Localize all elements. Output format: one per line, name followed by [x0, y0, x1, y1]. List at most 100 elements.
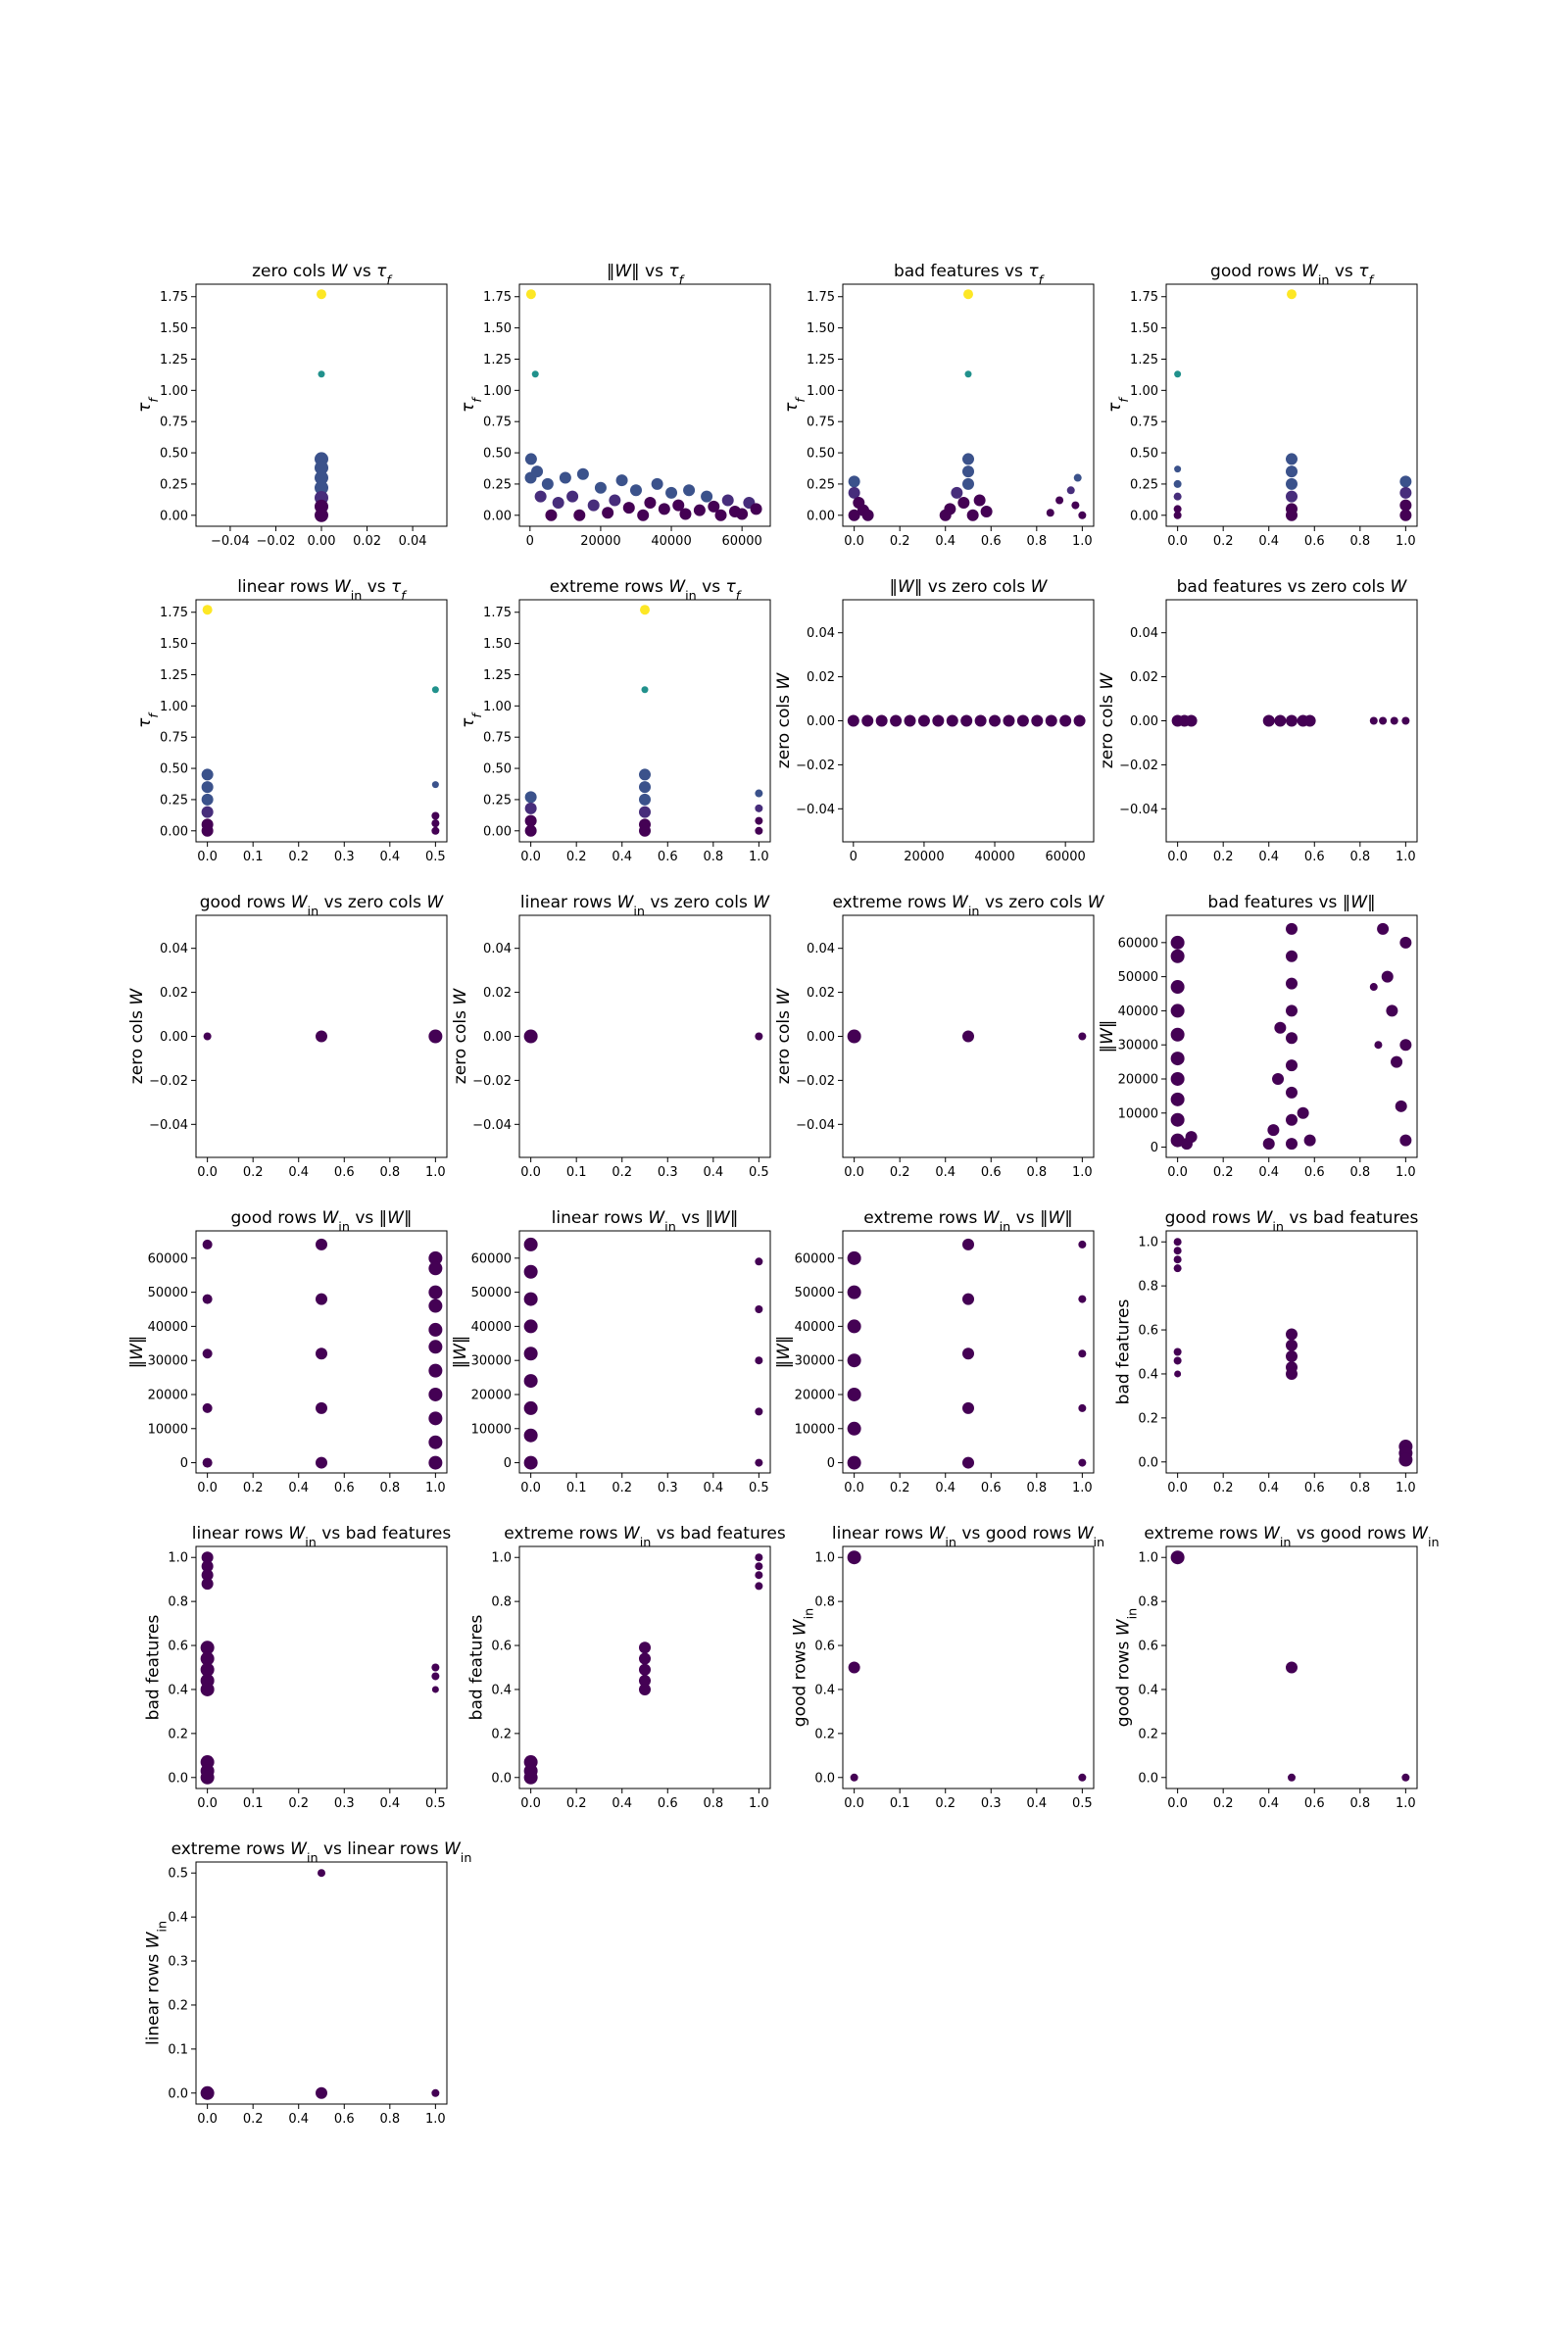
x-tick-label: 1.0 [1072, 1481, 1093, 1495]
scatter-point [1391, 1055, 1403, 1068]
x-tick-label: 0.0 [1167, 1165, 1188, 1180]
y-tick-label: −0.02 [149, 1074, 188, 1089]
x-tick-label: 0.4 [1258, 1796, 1279, 1811]
scatter-point [202, 1348, 213, 1359]
x-tick-label: 0.6 [1304, 1165, 1325, 1180]
scatter-point [973, 494, 986, 507]
y-axis-label: ‖W‖ [127, 1336, 147, 1369]
y-tick-label: 0.25 [160, 793, 188, 808]
scatter-point [1170, 1071, 1185, 1086]
scatter-point [428, 1285, 443, 1299]
scatter-point [1286, 1059, 1298, 1072]
scatter-point [1286, 490, 1298, 503]
scatter-point [848, 509, 860, 521]
y-tick-label: 0.8 [168, 1595, 188, 1610]
subplot-20: 0.0 0.2 0.4 0.6 0.8 1.00.00.20.40.60.81.0extr… [1113, 1524, 1439, 1811]
y-tick-label: −0.02 [796, 759, 835, 773]
subplot-title: ‖W‖ vs τf [607, 262, 686, 288]
y-axis-label: good rows Win [1113, 1608, 1140, 1727]
scatter-point [847, 1319, 861, 1334]
x-tick-label: 20000 [580, 534, 620, 549]
y-tick-label: 0.2 [1138, 1411, 1158, 1426]
scatter-point [861, 714, 874, 727]
scatter-point [1078, 1403, 1087, 1412]
x-tick-label: 0.2 [612, 1165, 632, 1180]
x-tick-label: 0.8 [703, 1796, 723, 1811]
y-tick-label: 30000 [148, 1354, 188, 1369]
x-tick-label: 0.6 [334, 1481, 355, 1495]
y-axis-label: bad features [143, 1615, 163, 1721]
y-tick-label: 40000 [1118, 1004, 1158, 1019]
scatter-point [428, 1435, 443, 1449]
scatter-point [658, 503, 670, 515]
scatter-point [1066, 486, 1075, 495]
x-tick-label: 40000 [974, 850, 1014, 864]
scatter-point [755, 1356, 763, 1365]
subplot-title: extreme rows Win vs τf [550, 577, 743, 604]
y-tick-label: 0.4 [491, 1683, 512, 1697]
x-tick-label: 0.0 [1167, 850, 1188, 864]
scatter-point [1286, 1328, 1298, 1341]
scatter-point [957, 497, 970, 510]
axes-frame [842, 283, 1095, 527]
x-tick-label: 0.3 [658, 1481, 678, 1495]
scatter-points [200, 1551, 440, 1785]
scatter-point [639, 768, 651, 781]
x-tick-label: 0 [850, 850, 858, 864]
x-tick-label: 0.2 [935, 1796, 956, 1811]
scatter-point [1286, 1367, 1298, 1380]
scatter-point [1046, 509, 1054, 517]
scatter-point [847, 1550, 861, 1565]
y-tick-label: 0.4 [814, 1683, 835, 1697]
y-tick-label: 0.75 [483, 731, 512, 746]
y-tick-label: 0.02 [160, 986, 188, 1001]
scatter-point [1170, 1550, 1185, 1565]
scatter-point [431, 1663, 440, 1672]
x-tick-label: 0.6 [1304, 850, 1325, 864]
x-tick-label: 0.8 [1349, 1481, 1370, 1495]
scatter-points [847, 1550, 1087, 1782]
scatter-point [980, 505, 993, 517]
scatter-points [1171, 714, 1410, 727]
y-tick-label: 0.75 [483, 416, 512, 430]
x-tick-label: 0.4 [703, 1481, 723, 1495]
scatter-point [962, 453, 974, 466]
scatter-point [428, 1455, 443, 1470]
y-tick-label: 1.25 [160, 353, 188, 368]
y-tick-label: 0.8 [814, 1595, 835, 1610]
axes-frame [518, 283, 771, 527]
scatter-point [1078, 1032, 1087, 1041]
scatter-point [1303, 1134, 1316, 1147]
y-tick-label: 0.4 [1138, 1683, 1158, 1697]
y-tick-label: 50000 [471, 1286, 512, 1300]
x-tick-label: 60000 [721, 534, 761, 549]
scatter-point [1381, 970, 1394, 983]
x-tick-label: 0.2 [612, 1481, 632, 1495]
scatter-point [202, 1239, 213, 1250]
x-tick-label: 0.0 [844, 1165, 864, 1180]
subplot-13: 0.0 0.2 0.4 0.6 0.8 1.0 0 10000 20000 30000 40000 5… [127, 1208, 448, 1495]
y-tick-label: 0.2 [814, 1727, 835, 1741]
x-tick-label: 0.4 [1258, 1481, 1279, 1495]
y-tick-label: 0.04 [483, 942, 512, 956]
y-tick-label: 0.00 [807, 509, 835, 523]
y-tick-label: 0.0 [491, 1771, 512, 1786]
scatter-point [637, 509, 650, 521]
x-tick-label: 0.0 [1167, 534, 1188, 549]
scatter-point [1078, 1773, 1087, 1782]
x-tick-label: 0.2 [890, 534, 910, 549]
y-tick-label: 1.25 [483, 353, 512, 368]
y-tick-label: 1.50 [807, 321, 835, 336]
x-tick-label: 0.2 [243, 1165, 264, 1180]
y-tick-label: 1.00 [483, 384, 512, 399]
x-tick-label: 0.0 [844, 1796, 864, 1811]
y-tick-label: 0.75 [807, 416, 835, 430]
scatter-point [315, 470, 328, 485]
y-tick-label: 0.02 [807, 986, 835, 1001]
x-tick-label: 0.2 [288, 850, 309, 864]
y-tick-label: 40000 [795, 1320, 835, 1335]
y-tick-label: 0.25 [483, 477, 512, 492]
y-tick-label: 0.8 [1138, 1280, 1158, 1295]
scatter-point [755, 1032, 763, 1041]
